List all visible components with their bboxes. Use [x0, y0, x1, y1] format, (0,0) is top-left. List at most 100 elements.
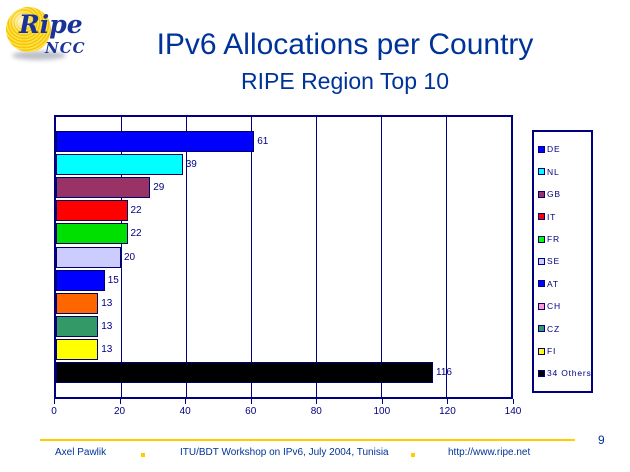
- legend-item: DE: [538, 144, 591, 154]
- legend-label: DE: [547, 144, 561, 155]
- legend-swatch-icon: [538, 280, 545, 288]
- axis-tick: [185, 399, 187, 404]
- gridline: [251, 117, 252, 397]
- bar-row: 29: [56, 176, 511, 199]
- bar-row: 116: [56, 361, 511, 384]
- x-axis-label: 40: [179, 406, 191, 417]
- x-axis-label: 120: [439, 406, 456, 417]
- bar-value-label: 39: [185, 159, 197, 171]
- plot-area: 61 39 29 22 22 20 15 13 13 13 116: [54, 115, 513, 399]
- legend-item: SE: [538, 256, 591, 266]
- bar-CH: [56, 292, 99, 314]
- logo-ncc-text: NCC: [45, 39, 86, 57]
- legend-swatch-icon: [538, 213, 545, 221]
- legend-label: CZ: [547, 323, 560, 334]
- legend-swatch-icon: [538, 168, 545, 176]
- x-axis-labels: 0 20 40 60 80 100 120 140: [51, 406, 521, 418]
- bar-CZ: [56, 315, 99, 337]
- bar-value-label: 22: [130, 205, 142, 217]
- bar-NL: [56, 154, 183, 176]
- legend-item: 34 Others: [538, 368, 591, 378]
- bar-value-label: 20: [124, 251, 136, 263]
- page-subtitle: RIPE Region Top 10: [241, 67, 449, 94]
- legend-label: CH: [547, 301, 561, 312]
- bar-row: 13: [56, 315, 511, 338]
- legend-item: IT: [538, 212, 591, 222]
- header: IPv6 Allocations per Country RIPE Region…: [60, 28, 630, 95]
- x-axis-ticks: [54, 399, 514, 404]
- x-axis-label: 0: [51, 406, 57, 417]
- x-axis-label: 60: [245, 406, 257, 417]
- bar-DE: [56, 131, 255, 153]
- bar-value-label: 13: [101, 320, 113, 332]
- axis-tick: [513, 399, 514, 404]
- legend-label: NL: [547, 166, 560, 177]
- legend-label: FI: [547, 346, 557, 357]
- bar-rows: 61 39 29 22 22 20 15 13 13 13 116: [56, 117, 511, 397]
- legend-label: FR: [547, 234, 560, 245]
- footer-dot-icon: [411, 453, 415, 457]
- legend-swatch-icon: [538, 302, 545, 310]
- chart-legend: DE NL GB IT FR SE AT CH CZ FI 34 Others: [532, 130, 593, 393]
- bar-row: 13: [56, 338, 511, 361]
- legend-item: FR: [538, 234, 591, 244]
- bar-value-label: 61: [257, 136, 269, 148]
- legend-item: CH: [538, 301, 591, 311]
- bar-value-label: 29: [153, 182, 165, 194]
- gridline: [316, 117, 317, 397]
- legend-swatch-icon: [538, 325, 545, 333]
- legend-swatch-icon: [538, 257, 545, 265]
- bar-value-label: 15: [107, 274, 119, 286]
- x-axis-label: 140: [504, 406, 522, 417]
- gridline: [121, 117, 122, 397]
- legend-item: CZ: [538, 324, 591, 334]
- bar-FI: [56, 338, 99, 360]
- axis-tick: [381, 399, 383, 404]
- legend-item: NL: [538, 167, 591, 177]
- footer-event: ITU/BDT Workshop on IPv6, July 2004, Tun…: [180, 447, 389, 458]
- page-number: 9: [598, 433, 605, 447]
- bar-value-label: 13: [101, 297, 113, 309]
- x-axis-label: 80: [310, 406, 322, 417]
- gridline: [186, 117, 187, 397]
- legend-swatch-icon: [538, 347, 545, 355]
- bar-value-label: 22: [130, 228, 142, 240]
- legend-label: AT: [547, 278, 559, 289]
- legend-label: IT: [547, 211, 557, 222]
- legend-swatch-icon: [538, 190, 545, 198]
- bar-FR: [56, 223, 128, 245]
- bar-row: 39: [56, 153, 511, 176]
- page-title: IPv6 Allocations per Country: [156, 28, 534, 61]
- legend-swatch-icon: [538, 145, 545, 153]
- legend-swatch-icon: [538, 235, 545, 243]
- axis-tick: [447, 399, 449, 404]
- bar-value-label: 13: [101, 343, 113, 355]
- bar-row: 15: [56, 269, 511, 292]
- bar-GB: [56, 177, 151, 199]
- legend-swatch-icon: [538, 369, 545, 377]
- bar-row: 20: [56, 245, 511, 268]
- x-axis-label: 100: [373, 406, 391, 417]
- ripe-ncc-logo: Ripe NCC: [4, 2, 104, 68]
- axis-tick: [119, 399, 121, 404]
- bar-IT: [56, 200, 128, 222]
- axis-tick: [316, 399, 318, 404]
- logo-ripe-text: Ripe: [19, 10, 83, 39]
- footer-url: http://www.ripe.net: [448, 447, 531, 458]
- bar-row: 13: [56, 292, 511, 315]
- legend-label: SE: [547, 256, 560, 267]
- bar-AT: [56, 269, 105, 291]
- legend-label: GB: [547, 189, 561, 200]
- logo-globe-icon: [6, 7, 51, 52]
- bar-row: 61: [56, 130, 511, 153]
- legend-label: 34 Others: [547, 368, 592, 379]
- axis-tick: [250, 399, 252, 404]
- bar-value-label: 116: [436, 366, 452, 378]
- footer-divider: [40, 439, 575, 441]
- bar-row: 22: [56, 222, 511, 245]
- bar-34 Others: [56, 361, 433, 383]
- x-axis-label: 20: [114, 406, 126, 417]
- legend-item: AT: [538, 279, 591, 289]
- logo-shadow: [12, 51, 66, 60]
